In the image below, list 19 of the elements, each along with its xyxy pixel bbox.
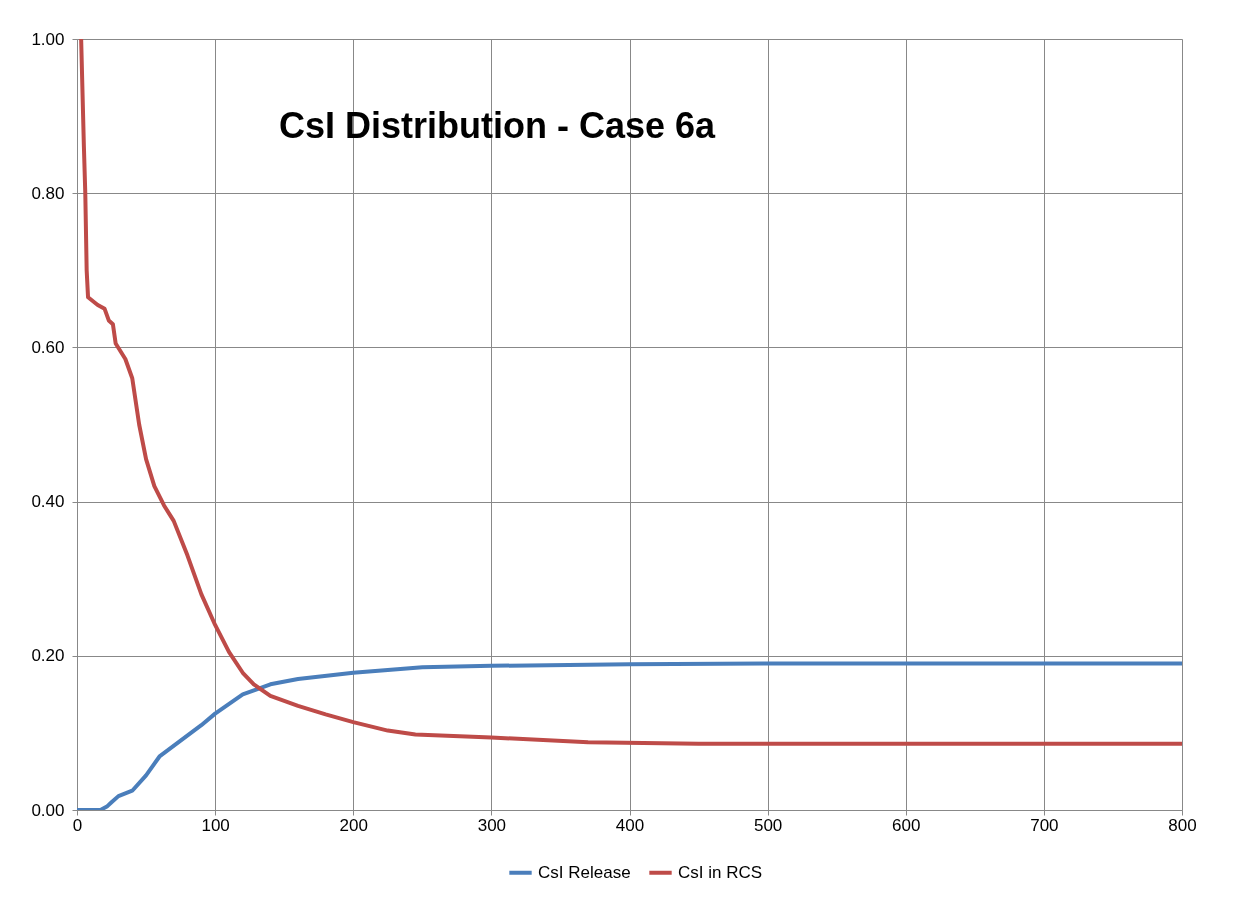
x-tick-label: 0 (72, 815, 83, 835)
x-tick-label: 700 (1030, 815, 1059, 835)
x-tick-label: 500 (753, 815, 783, 835)
y-tick-label: 0.20 (31, 646, 65, 666)
y-tick-label: 0.60 (31, 337, 65, 357)
y-tick-label: 1.00 (31, 29, 65, 49)
y-tick-label: 0.80 (31, 183, 65, 203)
x-tick-label: 200 (339, 815, 368, 835)
x-tick-label: 600 (892, 815, 921, 835)
y-tick-label: 0.40 (31, 492, 65, 512)
text: CsI Distribution - Case 6a (278, 105, 717, 146)
line-series (77, 661, 1182, 810)
x-tick-label: 800 (1168, 815, 1197, 835)
x-tick-label: 400 (615, 815, 645, 835)
y-tick-label: 0.00 (31, 800, 65, 820)
x-tick-label: 300 (477, 815, 507, 835)
legend-label: CsI in RCS (678, 862, 763, 882)
legend-label: CsI Release (538, 862, 631, 882)
x-tick-label: 100 (201, 815, 230, 835)
